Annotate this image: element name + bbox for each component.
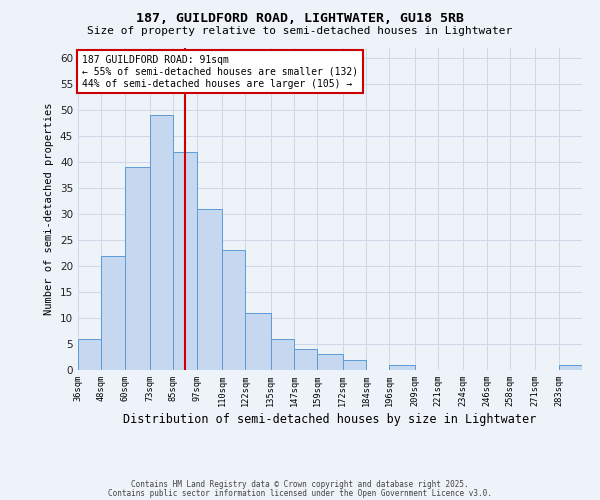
X-axis label: Distribution of semi-detached houses by size in Lightwater: Distribution of semi-detached houses by … <box>124 414 536 426</box>
Text: Contains public sector information licensed under the Open Government Licence v3: Contains public sector information licen… <box>108 488 492 498</box>
Text: Size of property relative to semi-detached houses in Lightwater: Size of property relative to semi-detach… <box>88 26 512 36</box>
Bar <box>271 339 294 370</box>
Bar <box>389 365 415 370</box>
Bar <box>78 339 101 370</box>
Bar <box>343 360 366 370</box>
Bar <box>245 313 271 370</box>
Bar <box>197 209 222 370</box>
Bar <box>125 167 150 370</box>
Bar <box>559 365 582 370</box>
Bar <box>294 349 317 370</box>
Bar <box>222 250 245 370</box>
Bar <box>101 256 125 370</box>
Text: 187, GUILDFORD ROAD, LIGHTWATER, GU18 5RB: 187, GUILDFORD ROAD, LIGHTWATER, GU18 5R… <box>136 12 464 26</box>
Text: 187 GUILDFORD ROAD: 91sqm
← 55% of semi-detached houses are smaller (132)
44% of: 187 GUILDFORD ROAD: 91sqm ← 55% of semi-… <box>82 56 358 88</box>
Text: Contains HM Land Registry data © Crown copyright and database right 2025.: Contains HM Land Registry data © Crown c… <box>131 480 469 489</box>
Bar <box>173 152 197 370</box>
Bar <box>317 354 343 370</box>
Y-axis label: Number of semi-detached properties: Number of semi-detached properties <box>44 102 55 315</box>
Bar <box>150 115 173 370</box>
